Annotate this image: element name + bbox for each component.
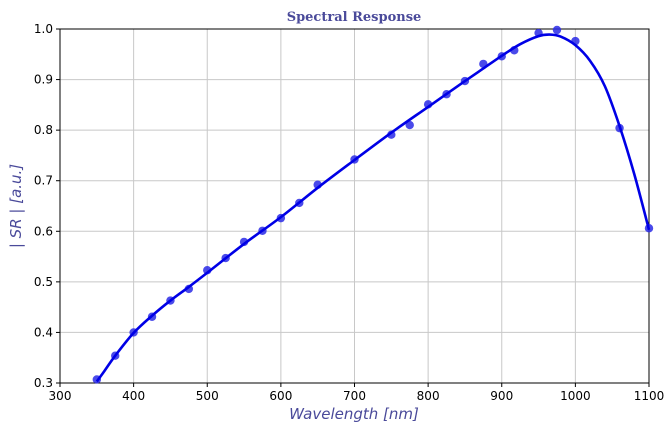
y-tick-label: 0.8 [34,123,53,137]
data-point [552,25,562,35]
x-tick-label: 900 [490,389,513,403]
y-tick-label: 0.3 [34,376,53,390]
y-tick-label: 1.0 [34,22,53,36]
y-axis-ticks: 0.3 0.4 0.5 0.6 0.7 0.8 0.9 1.0 [34,22,60,390]
x-tick-label: 600 [269,389,292,403]
y-tick-label: 0.7 [34,174,53,188]
x-tick-label: 700 [343,389,366,403]
y-tick-label: 0.4 [34,325,53,339]
fit-line [95,33,651,383]
chart-title: Spectral Response [287,10,422,25]
grid-lines [59,28,650,384]
y-tick-label: 0.6 [34,224,53,238]
x-axis-ticks: 300 400 500 600 700 800 900 1000 1100 [49,383,665,403]
y-tick-label: 0.9 [34,73,53,87]
plot-area [92,25,654,384]
y-tick-label: 0.5 [34,275,53,289]
x-tick-label: 300 [49,389,72,403]
x-tick-label: 1000 [560,389,591,403]
x-tick-label: 800 [417,389,440,403]
y-axis-label: | SR | [a.u.] [7,164,25,248]
x-tick-label: 400 [122,389,145,403]
x-tick-label: 500 [196,389,219,403]
x-tick-label: 1100 [634,389,665,403]
data-point [405,120,414,130]
x-axis-label: Wavelength [nm] [289,405,419,423]
